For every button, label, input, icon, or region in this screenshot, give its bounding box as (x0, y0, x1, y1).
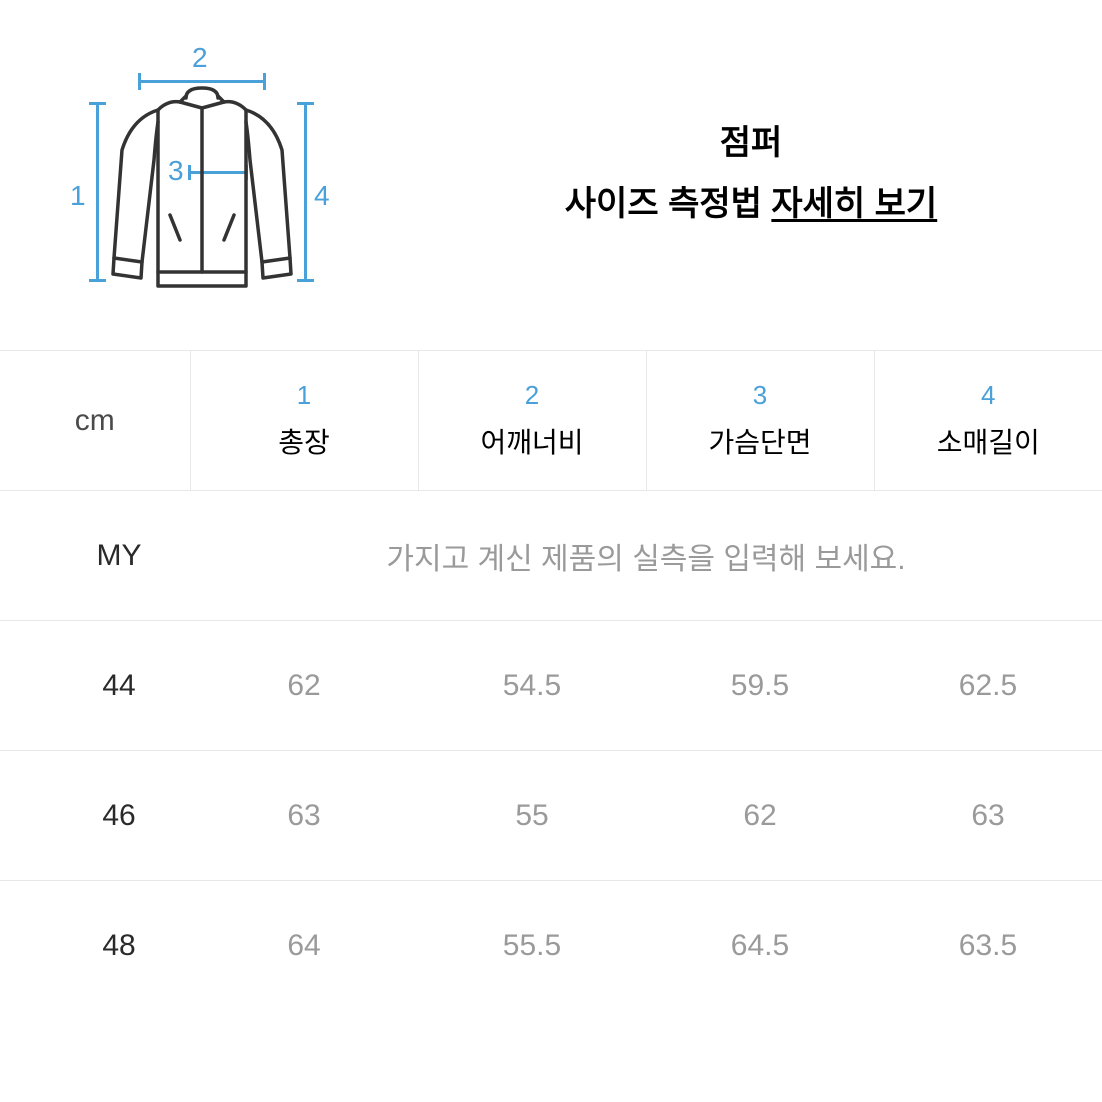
size-row-44: 44 62 54.5 59.5 62.5 (0, 621, 1102, 751)
table-header-row: cm 1 총장 2 어깨너비 3 가슴단면 4 소매길이 (0, 351, 1102, 491)
size-row-46: 46 63 55 62 63 (0, 751, 1102, 881)
detail-link[interactable]: 자세히 보기 (771, 185, 937, 223)
product-type-title: 점퍼 (480, 115, 1022, 164)
col-header-1: 1 총장 (190, 351, 418, 491)
title-block: 점퍼 사이즈 측정법 자세히 보기 (480, 115, 1062, 225)
my-row: MY 가지고 계신 제품의 실측을 입력해 보세요. (0, 491, 1102, 621)
size-row-48: 48 64 55.5 64.5 63.5 (0, 881, 1102, 1011)
unit-cell: cm (0, 351, 190, 491)
col-header-3: 3 가슴단면 (646, 351, 874, 491)
jacket-icon (60, 40, 340, 300)
my-label: MY (0, 491, 190, 621)
col-header-2: 2 어깨너비 (418, 351, 646, 491)
col-header-4: 4 소매길이 (874, 351, 1102, 491)
size-table: cm 1 총장 2 어깨너비 3 가슴단면 4 소매길이 MY 가지고 계신 제… (0, 350, 1102, 1011)
measurement-guide-line: 사이즈 측정법 자세히 보기 (480, 176, 1022, 225)
measurement-prefix: 사이즈 측정법 (565, 185, 772, 223)
jacket-diagram: 2 1 4 3 (60, 40, 340, 300)
header-section: 2 1 4 3 (0, 0, 1102, 350)
my-prompt[interactable]: 가지고 계신 제품의 실측을 입력해 보세요. (190, 491, 1102, 621)
